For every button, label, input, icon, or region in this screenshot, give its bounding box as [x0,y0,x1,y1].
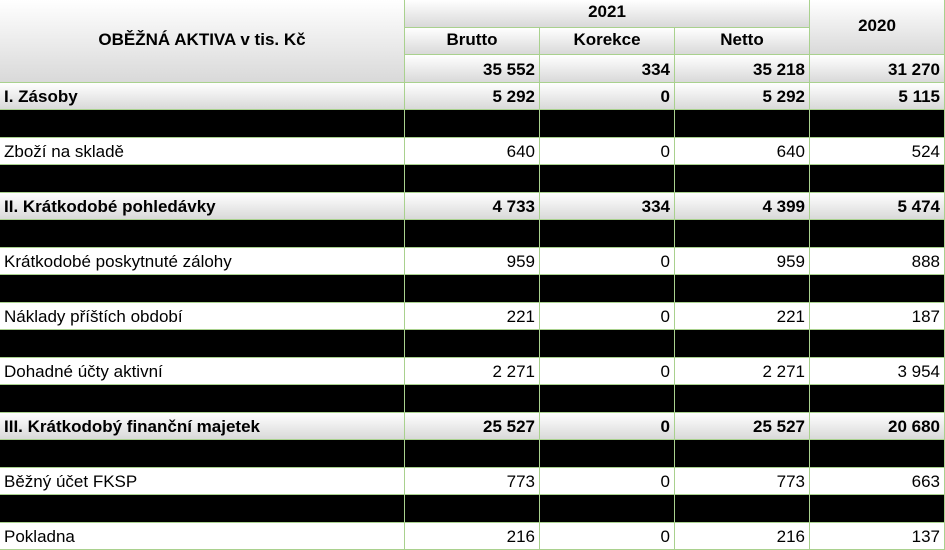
row-value: 773 [675,467,810,495]
spacer-row [810,275,945,303]
spacer-row [675,220,810,248]
header-title: OBĚŽNÁ AKTIVA v tis. Kč [0,0,405,83]
row-value: 221 [675,302,810,330]
spacer-row [675,385,810,413]
spacer-row [810,220,945,248]
column-header: Brutto [405,27,540,55]
row-value: 524 [810,137,945,165]
row-value: 888 [810,247,945,275]
spacer-row [405,110,540,138]
spacer-row [0,440,405,468]
total-value: 334 [540,55,675,83]
row-label: III. Krátkodobý finanční majetek [0,412,405,440]
total-value: 31 270 [810,55,945,83]
row-value: 221 [405,302,540,330]
row-label: Krátkodobé poskytnuté zálohy [0,247,405,275]
row-value: 3 954 [810,357,945,385]
row-value: 5 292 [675,82,810,110]
spacer-row [405,220,540,248]
spacer-row [540,385,675,413]
row-value: 640 [675,137,810,165]
total-value: 35 552 [405,55,540,83]
spacer-row [0,330,405,358]
spacer-row [675,275,810,303]
row-value: 663 [810,467,945,495]
spacer-row [405,330,540,358]
spacer-row [810,110,945,138]
row-value: 5 474 [810,192,945,220]
year-header: 2020 [810,0,945,55]
row-value: 20 680 [810,412,945,440]
spacer-row [810,330,945,358]
row-value: 0 [540,137,675,165]
spacer-row [0,165,405,193]
row-value: 773 [405,467,540,495]
row-value: 640 [405,137,540,165]
spacer-row [810,495,945,523]
spacer-row [540,220,675,248]
spacer-row [810,385,945,413]
spacer-row [0,495,405,523]
row-label: Běžný účet FKSP [0,467,405,495]
column-header: Korekce [540,27,675,55]
row-value: 0 [540,247,675,275]
row-value: 25 527 [675,412,810,440]
spacer-row [0,275,405,303]
row-value: 959 [675,247,810,275]
row-value: 5 115 [810,82,945,110]
year-header: 2021 [405,0,810,28]
row-label: Pokladna [0,522,405,550]
row-label: Dohadné účty aktivní [0,357,405,385]
row-value: 0 [540,357,675,385]
row-value: 0 [540,82,675,110]
spacer-row [540,110,675,138]
row-label: Náklady příštích období [0,302,405,330]
row-value: 216 [675,522,810,550]
row-value: 137 [810,522,945,550]
row-value: 5 292 [405,82,540,110]
spacer-row [405,275,540,303]
spacer-row [675,330,810,358]
spacer-row [540,165,675,193]
row-value: 0 [540,302,675,330]
spacer-row [405,440,540,468]
spacer-row [675,495,810,523]
row-value: 0 [540,522,675,550]
spacer-row [675,110,810,138]
total-value: 35 218 [675,55,810,83]
row-label: Zboží na skladě [0,137,405,165]
row-value: 959 [405,247,540,275]
spacer-row [405,165,540,193]
spacer-row [810,440,945,468]
row-value: 4 733 [405,192,540,220]
row-value: 216 [405,522,540,550]
row-value: 2 271 [405,357,540,385]
row-label: I. Zásoby [0,82,405,110]
spacer-row [540,330,675,358]
row-label: II. Krátkodobé pohledávky [0,192,405,220]
spacer-row [405,495,540,523]
row-value: 25 527 [405,412,540,440]
spacer-row [540,275,675,303]
column-header: Netto [675,27,810,55]
spacer-row [540,495,675,523]
row-value: 2 271 [675,357,810,385]
row-value: 334 [540,192,675,220]
spacer-row [540,440,675,468]
spacer-row [405,385,540,413]
row-value: 187 [810,302,945,330]
spacer-row [0,220,405,248]
spacer-row [0,385,405,413]
spacer-row [675,165,810,193]
spacer-row [810,165,945,193]
row-value: 0 [540,467,675,495]
row-value: 0 [540,412,675,440]
spacer-row [675,440,810,468]
spacer-row [0,110,405,138]
row-value: 4 399 [675,192,810,220]
